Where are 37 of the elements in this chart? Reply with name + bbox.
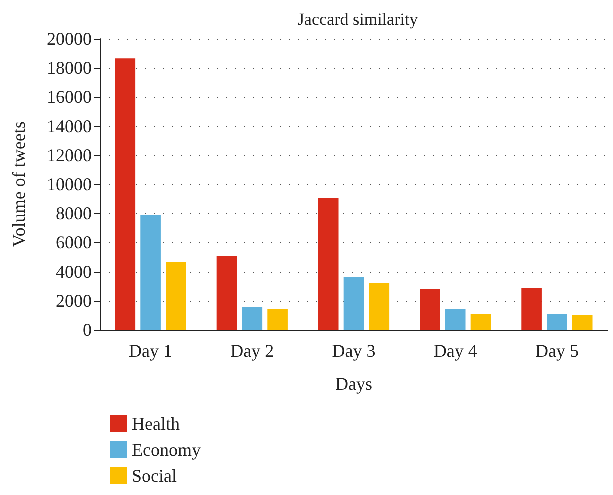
y-tick-label: 16000 — [47, 87, 92, 108]
y-tick-label: 12000 — [47, 145, 92, 166]
bar — [547, 314, 568, 330]
y-tick-label: 18000 — [47, 58, 92, 78]
y-tick-label: 10000 — [47, 174, 92, 194]
bar — [166, 262, 186, 330]
bar — [268, 309, 288, 330]
bar — [445, 309, 466, 330]
legend-label: Social — [132, 466, 177, 486]
bar — [115, 58, 136, 330]
y-tick-label: 8000 — [56, 204, 92, 224]
bar — [369, 283, 390, 330]
y-tick-label: 0 — [83, 320, 92, 340]
y-tick-label: 14000 — [47, 116, 92, 136]
bar — [344, 277, 364, 330]
bar — [242, 307, 263, 330]
y-tick-label: 4000 — [56, 262, 92, 282]
y-tick-label: 2000 — [56, 290, 92, 311]
chart-title: Jaccard similarity — [298, 10, 419, 29]
x-tick-label: Day 1 — [129, 341, 173, 361]
x-tick-label: Day 2 — [230, 341, 274, 361]
x-axis-title: Days — [336, 374, 372, 394]
bar — [318, 198, 339, 330]
bar — [470, 314, 492, 330]
y-tick-label: 20000 — [47, 29, 92, 49]
x-tick-label: Day 3 — [332, 341, 376, 361]
bar — [216, 256, 238, 330]
bar — [420, 288, 440, 330]
bar — [522, 288, 542, 330]
legend-label: Economy — [132, 440, 201, 460]
x-tick-label: Day 4 — [434, 341, 478, 361]
legend-label: Health — [132, 414, 180, 434]
y-tick-label: 6000 — [56, 232, 92, 253]
x-tick-label: Day 5 — [535, 341, 579, 361]
bar — [140, 215, 161, 330]
bar — [572, 315, 593, 330]
y-axis-title: Volume of tweets — [9, 122, 29, 248]
